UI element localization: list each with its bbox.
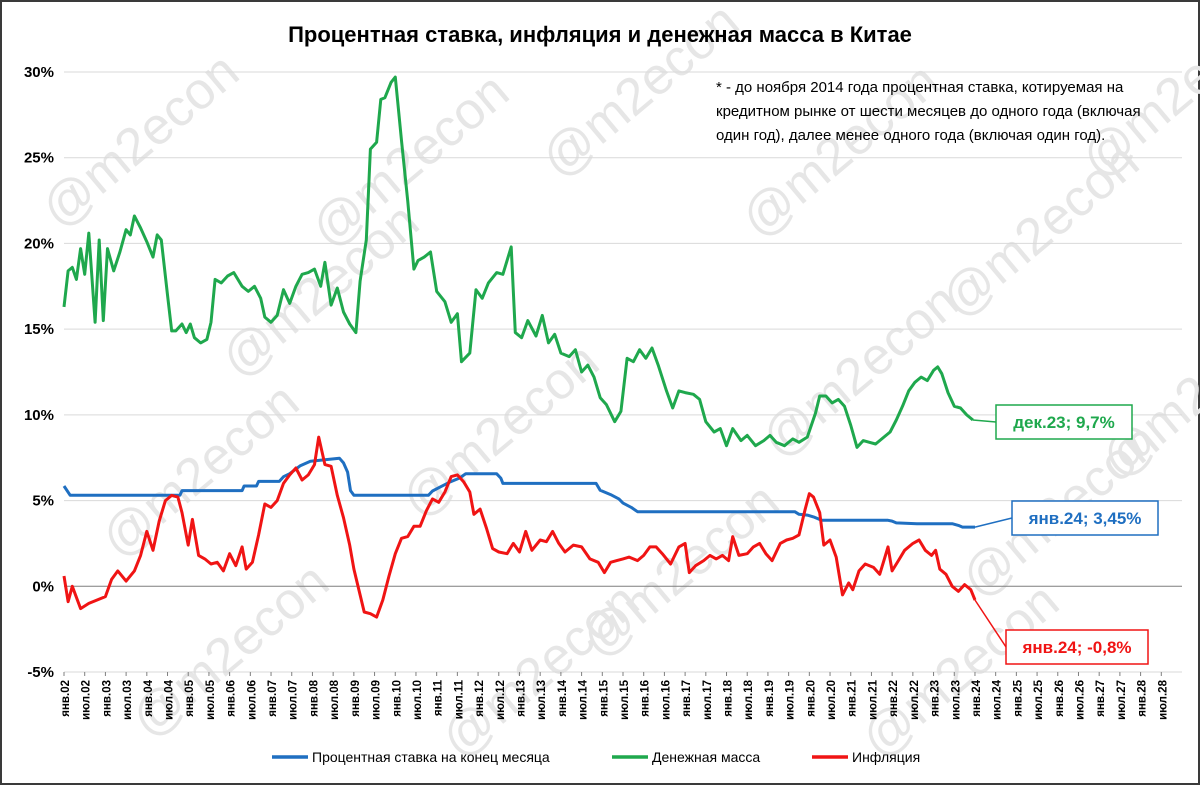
x-tick-label: июл.14 <box>578 679 590 720</box>
legend-label: Инфляция <box>852 749 920 765</box>
legend-label: Денежная масса <box>652 749 760 765</box>
x-axis: янв.02 июл.02 янв.03 июл.03 янв.04 июл.04 янв.… <box>60 672 1169 720</box>
y-tick-label: 25% <box>24 150 54 167</box>
x-tick-label: янв.09 <box>350 680 362 717</box>
callout-label: янв.24; -0,8% <box>1021 638 1131 657</box>
y-tick-label: 30% <box>24 64 54 81</box>
x-tick-label: янв.20 <box>805 680 817 717</box>
x-tick-label: июл.07 <box>288 680 300 720</box>
x-tick-label: июл.16 <box>660 680 672 720</box>
x-tick-label: июл.12 <box>495 680 507 720</box>
callout-label: янв.24; 3,45% <box>1028 509 1142 528</box>
series-line-0 <box>62 456 975 529</box>
x-tick-label: июл.08 <box>329 679 341 720</box>
x-tick-label: июл.09 <box>371 680 383 720</box>
y-tick-label: 10% <box>24 407 54 424</box>
x-tick-label: июл.20 <box>826 680 838 720</box>
x-tick-label: янв.08 <box>308 679 320 716</box>
x-tick-label: июл.26 <box>1074 680 1086 720</box>
x-tick-label: янв.22 <box>888 680 900 717</box>
y-tick-label: 5% <box>32 493 54 510</box>
note-line-1: * - до ноября 2014 года процентная ставк… <box>716 79 1124 96</box>
y-axis: 30% 25% 20% 15% 10% 5% 0% -5% <box>24 64 54 681</box>
x-tick-label: июл.05 <box>205 679 217 720</box>
x-tick-label: июл.21 <box>867 679 879 720</box>
x-tick-label: янв.15 <box>598 679 610 716</box>
callout-box <box>1011 500 1159 536</box>
x-tick-label: янв.03 <box>101 680 113 717</box>
x-tick-label: июл.27 <box>1116 680 1128 720</box>
callout-leader <box>974 599 1007 648</box>
x-tick-label: июл.04 <box>164 679 176 720</box>
grid-layer <box>64 71 1182 673</box>
x-tick-label: янв.25 <box>1012 679 1024 716</box>
x-tick-label: янв.18 <box>723 679 735 716</box>
callout-layer: дек.23; 9,7% янв.24; 3,45% янв.24; -0,8% <box>972 404 1159 665</box>
x-tick-label: янв.10 <box>391 680 403 717</box>
x-tick-label: янв.26 <box>1054 680 1066 717</box>
series-layer <box>62 75 977 619</box>
callout-box <box>1005 629 1149 665</box>
x-tick-label: июл.03 <box>122 680 134 720</box>
x-tick-label: июл.28 <box>1157 679 1169 720</box>
x-tick-label: янв.23 <box>930 680 942 717</box>
x-tick-label: янв.11 <box>433 679 445 716</box>
x-tick-label: янв.21 <box>847 679 859 716</box>
watermark-text: @m2econ <box>390 332 609 529</box>
x-tick-label: янв.13 <box>515 680 527 717</box>
x-tick-label: июл.22 <box>909 680 921 720</box>
x-tick-label: янв.16 <box>640 680 652 717</box>
watermark-text: @m2econ <box>120 552 339 749</box>
watermark-text: @m2econ <box>850 572 1069 769</box>
x-tick-label: янв.12 <box>474 680 486 717</box>
x-tick-label: июл.25 <box>1033 679 1045 720</box>
watermark-text: @m2econ <box>90 372 309 569</box>
note-line-2: кредитном рынке от шести месяцев до одно… <box>716 103 1141 120</box>
callout-leader <box>972 419 997 423</box>
note-line-3: один год), далее менее одного года (вклю… <box>716 127 1105 144</box>
x-tick-label: июл.24 <box>992 679 1004 720</box>
x-tick-label: янв.04 <box>143 679 155 716</box>
series-line-2 <box>62 435 977 619</box>
y-tick-label: -5% <box>27 664 54 681</box>
y-tick-label: 0% <box>32 578 54 595</box>
x-tick-label: июл.18 <box>743 679 755 720</box>
y-tick-label: 20% <box>24 235 54 252</box>
callout-box <box>995 404 1133 440</box>
x-tick-label: июл.10 <box>412 680 424 720</box>
y-tick-label: 15% <box>24 321 54 338</box>
series-line-1 <box>62 75 974 449</box>
x-tick-label: янв.14 <box>557 679 569 716</box>
legend: Процентная ставка на конец месяца Денежна… <box>272 749 920 765</box>
x-tick-label: янв.27 <box>1095 680 1107 717</box>
callout-leader <box>974 517 1013 528</box>
x-tick-label: июл.13 <box>536 680 548 720</box>
x-tick-label: июл.15 <box>619 679 631 720</box>
x-tick-label: янв.24 <box>971 679 983 716</box>
callout-label: дек.23; 9,7% <box>1013 413 1115 432</box>
x-tick-label: июл.06 <box>246 680 258 720</box>
chart-title: Процентная ставка, инфляция и денежная м… <box>288 22 912 47</box>
x-tick-label: янв.05 <box>184 679 196 716</box>
x-tick-label: янв.19 <box>764 680 776 717</box>
watermark-text: @m2econ <box>750 272 969 469</box>
x-tick-label: янв.17 <box>681 680 693 717</box>
watermark-text: @m2econ <box>1090 292 1200 489</box>
x-tick-label: янв.28 <box>1137 679 1149 716</box>
x-tick-label: июл.02 <box>81 680 93 720</box>
x-tick-label: июл.17 <box>702 680 714 720</box>
chart-note: * - до ноября 2014 года процентная ставк… <box>716 79 1141 144</box>
x-tick-label: июл.23 <box>950 680 962 720</box>
x-tick-label: янв.06 <box>226 680 238 717</box>
x-tick-label: июл.19 <box>785 680 797 720</box>
watermark-text: @m2econ <box>430 572 649 769</box>
x-tick-label: янв.07 <box>267 680 279 717</box>
legend-label: Процентная ставка на конец месяца <box>312 749 550 765</box>
x-tick-label: июл.11 <box>453 679 465 719</box>
x-tick-label: янв.02 <box>60 680 72 717</box>
